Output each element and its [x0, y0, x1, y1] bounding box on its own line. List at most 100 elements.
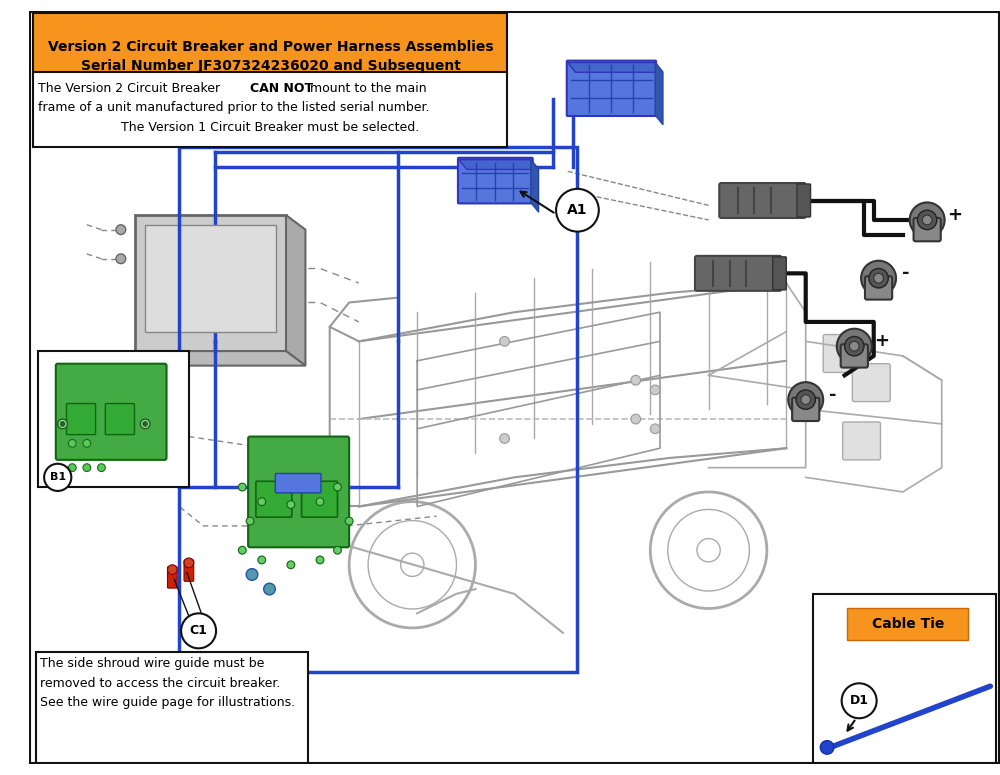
- FancyBboxPatch shape: [248, 436, 349, 547]
- Circle shape: [820, 741, 834, 754]
- FancyBboxPatch shape: [36, 653, 308, 764]
- Circle shape: [44, 463, 71, 491]
- Polygon shape: [568, 63, 663, 72]
- Text: Cable Tie: Cable Tie: [872, 617, 944, 631]
- Circle shape: [345, 517, 353, 525]
- Circle shape: [631, 375, 641, 385]
- Text: frame of a unit manufactured prior to the listed serial number.: frame of a unit manufactured prior to th…: [38, 101, 430, 114]
- Circle shape: [500, 336, 509, 346]
- Circle shape: [68, 463, 76, 471]
- Circle shape: [849, 341, 859, 351]
- Polygon shape: [135, 215, 286, 351]
- Circle shape: [334, 546, 341, 554]
- Text: See the wire guide page for illustrations.: See the wire guide page for illustration…: [40, 696, 295, 709]
- Circle shape: [287, 501, 295, 508]
- Text: The side shroud wire guide must be: The side shroud wire guide must be: [40, 657, 265, 670]
- FancyBboxPatch shape: [105, 404, 134, 435]
- FancyBboxPatch shape: [852, 363, 890, 401]
- Polygon shape: [459, 160, 539, 170]
- FancyBboxPatch shape: [33, 13, 507, 74]
- Circle shape: [650, 424, 660, 434]
- Circle shape: [83, 463, 91, 471]
- Text: removed to access the circuit breaker.: removed to access the circuit breaker.: [40, 677, 281, 690]
- Circle shape: [246, 569, 258, 580]
- FancyBboxPatch shape: [184, 560, 194, 581]
- Circle shape: [874, 274, 883, 283]
- FancyBboxPatch shape: [66, 404, 96, 435]
- FancyBboxPatch shape: [841, 344, 868, 367]
- Circle shape: [922, 215, 932, 225]
- Circle shape: [264, 584, 275, 595]
- Text: The Version 2 Circuit Breaker: The Version 2 Circuit Breaker: [38, 82, 224, 95]
- Circle shape: [143, 422, 148, 426]
- Text: A1: A1: [567, 203, 588, 217]
- FancyBboxPatch shape: [302, 481, 337, 517]
- Circle shape: [788, 382, 823, 417]
- Circle shape: [60, 422, 65, 426]
- Circle shape: [181, 613, 216, 649]
- Circle shape: [861, 260, 896, 296]
- Circle shape: [58, 419, 67, 429]
- Circle shape: [116, 254, 126, 264]
- Circle shape: [116, 225, 126, 235]
- Circle shape: [801, 394, 811, 405]
- Circle shape: [631, 414, 641, 424]
- Text: mount to the main: mount to the main: [306, 82, 427, 95]
- Text: CAN NOT: CAN NOT: [250, 82, 313, 95]
- Circle shape: [334, 483, 341, 491]
- FancyBboxPatch shape: [792, 398, 819, 421]
- Circle shape: [845, 336, 864, 356]
- Circle shape: [869, 268, 888, 288]
- Circle shape: [238, 483, 246, 491]
- FancyBboxPatch shape: [843, 422, 881, 460]
- Text: +: +: [874, 332, 889, 350]
- Circle shape: [842, 684, 877, 718]
- Text: -: -: [902, 264, 910, 282]
- Text: B1: B1: [50, 472, 66, 482]
- Circle shape: [316, 498, 324, 505]
- Circle shape: [238, 546, 246, 554]
- Circle shape: [140, 419, 150, 429]
- FancyBboxPatch shape: [167, 567, 177, 588]
- Circle shape: [917, 210, 937, 229]
- Text: +: +: [947, 206, 962, 224]
- Circle shape: [500, 434, 509, 443]
- FancyBboxPatch shape: [256, 481, 292, 517]
- FancyBboxPatch shape: [458, 158, 533, 203]
- Circle shape: [184, 558, 194, 568]
- FancyBboxPatch shape: [695, 256, 781, 291]
- Circle shape: [316, 556, 324, 563]
- Polygon shape: [145, 225, 276, 332]
- FancyBboxPatch shape: [275, 474, 321, 493]
- Text: -: -: [829, 386, 837, 404]
- Circle shape: [796, 390, 815, 409]
- FancyBboxPatch shape: [567, 60, 656, 116]
- Circle shape: [258, 498, 266, 505]
- Text: Version 2 Circuit Breaker and Power Harness Assemblies: Version 2 Circuit Breaker and Power Harn…: [48, 40, 493, 54]
- Polygon shape: [655, 63, 663, 125]
- FancyBboxPatch shape: [719, 183, 806, 218]
- Circle shape: [650, 385, 660, 394]
- Circle shape: [98, 463, 105, 471]
- Polygon shape: [286, 215, 305, 366]
- FancyBboxPatch shape: [33, 72, 507, 147]
- FancyBboxPatch shape: [56, 363, 167, 460]
- Circle shape: [910, 202, 945, 237]
- Circle shape: [68, 439, 76, 447]
- Text: D1: D1: [850, 694, 869, 708]
- Circle shape: [287, 561, 295, 569]
- Text: The Version 1 Circuit Breaker must be selected.: The Version 1 Circuit Breaker must be se…: [121, 121, 420, 134]
- FancyBboxPatch shape: [847, 608, 968, 639]
- Circle shape: [83, 439, 91, 447]
- Text: Serial Number JF307324236020 and Subsequent: Serial Number JF307324236020 and Subsequ…: [81, 60, 460, 74]
- FancyBboxPatch shape: [797, 184, 811, 217]
- Polygon shape: [135, 351, 305, 366]
- Circle shape: [556, 189, 599, 232]
- FancyBboxPatch shape: [813, 594, 996, 764]
- Circle shape: [258, 556, 266, 563]
- Polygon shape: [531, 160, 539, 212]
- Text: C1: C1: [190, 625, 208, 637]
- Circle shape: [246, 517, 254, 525]
- Circle shape: [837, 329, 872, 363]
- FancyBboxPatch shape: [914, 218, 941, 241]
